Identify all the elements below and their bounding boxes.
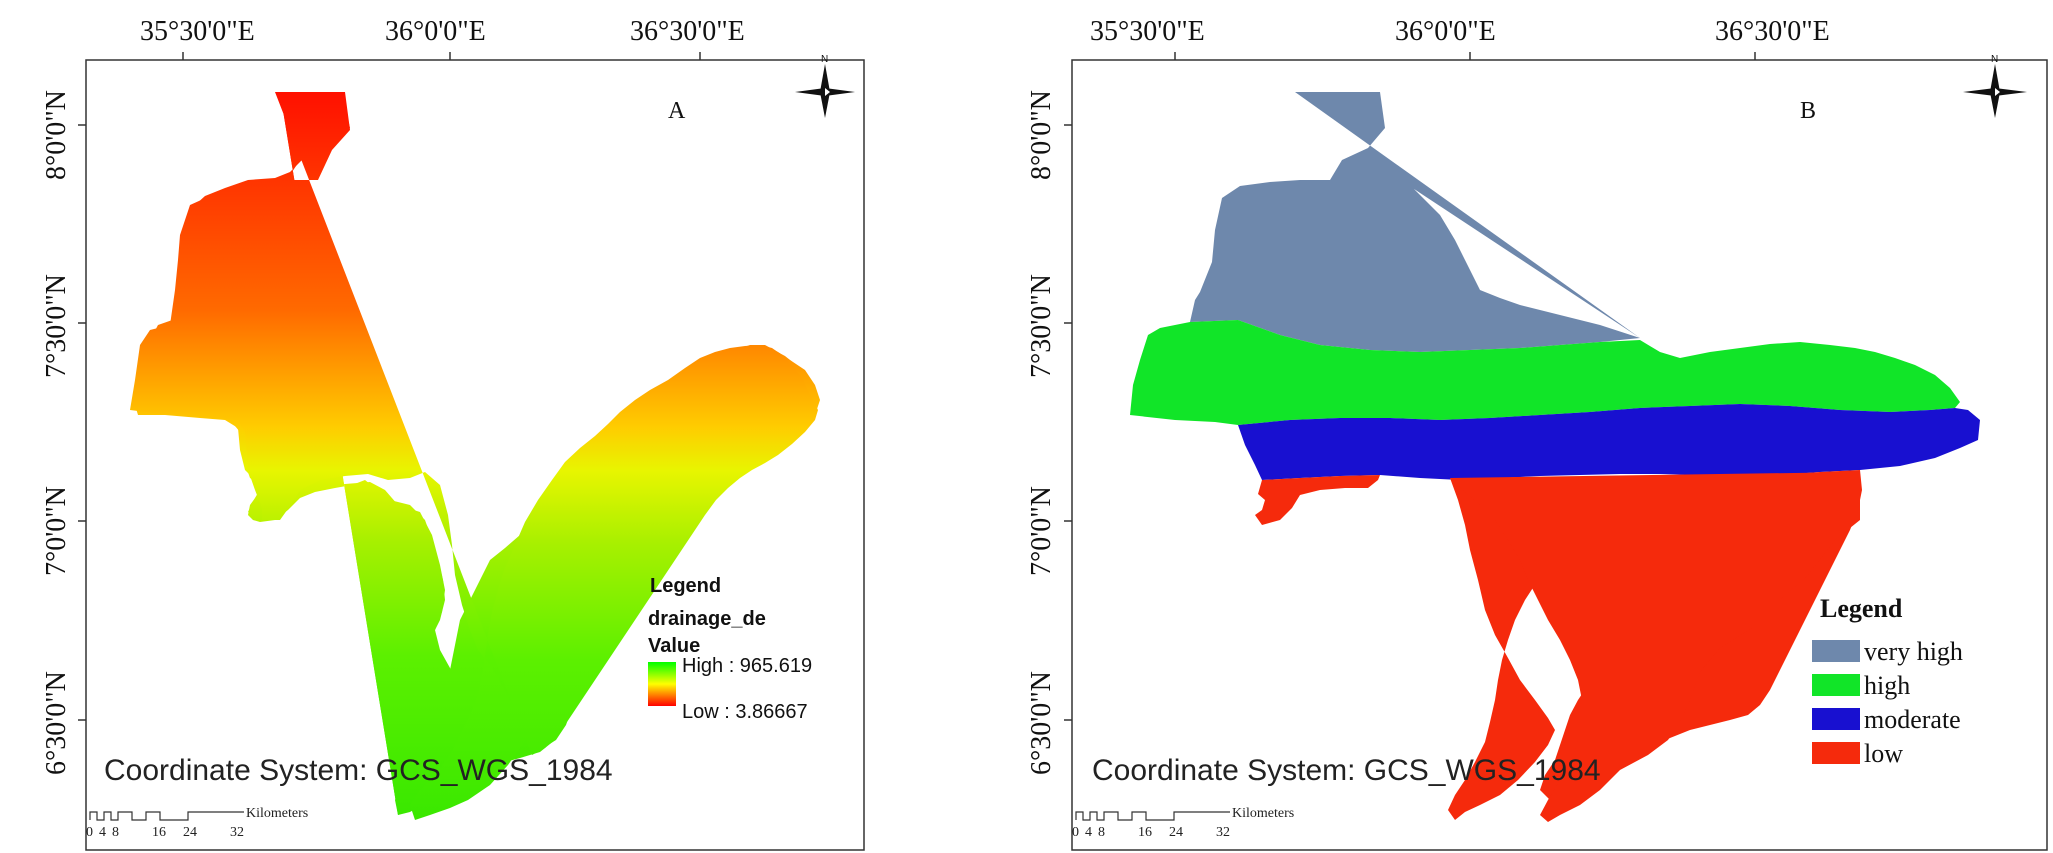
lat-label-b-1: 8°0'0"N: [1026, 90, 1057, 180]
north-arrow-icon: N: [1963, 54, 2027, 118]
scale-tick-b-5: 32: [1216, 825, 1230, 840]
coord-system-b: Coordinate System: GCS_WGS_1984: [1092, 754, 1601, 787]
scale-tick-a-5: 32: [230, 825, 244, 840]
lat-label-b-2: 7°30'0"N: [1026, 274, 1057, 378]
scale-units-a: Kilometers: [246, 806, 308, 821]
scale-tick-a-1: 4: [99, 825, 106, 840]
legend-swatch-low: [1812, 742, 1860, 764]
scale-tick-b-2: 8: [1098, 825, 1105, 840]
scale-tick-b-3: 16: [1138, 825, 1152, 840]
scale-bar-b: Kilometers 0 4 8 16 24 32: [1072, 806, 1294, 840]
north-label-a: N: [821, 54, 828, 65]
zone-low-main: [1450, 472, 1860, 822]
zone-very-high: [1190, 92, 1640, 352]
scale-tick-a-0: 0: [86, 825, 93, 840]
lat-label-b-3: 7°0'0"N: [1026, 486, 1057, 576]
legend-a-field: Value: [648, 635, 700, 657]
scale-tick-a-4: 24: [183, 825, 197, 840]
legend-label-very-high: very high: [1864, 637, 1963, 666]
scale-tick-a-2: 8: [112, 825, 119, 840]
legend-label-high: high: [1864, 671, 1910, 700]
lat-label-a-4: 6°30'0"N: [41, 671, 72, 775]
scale-tick-b-4: 24: [1169, 825, 1183, 840]
panel-a-letter: A: [668, 98, 686, 124]
legend-a-high: High : 965.619: [682, 655, 812, 677]
north-label-b: N: [1991, 54, 1998, 65]
lon-label-b-1: 35°30'0"E: [1090, 16, 1205, 47]
legend-b-title: Legend: [1820, 594, 1903, 623]
legend-label-low: low: [1864, 739, 1903, 768]
zone-moderate: [1238, 404, 1980, 480]
lon-label-a-2: 36°0'0"E: [385, 16, 486, 47]
panel-a: 35°30'0"E 36°0'0"E 36°30'0"E 8°0'0"N 7°3…: [41, 16, 865, 851]
lat-label-b-4: 6°30'0"N: [1026, 671, 1057, 775]
coord-system-a: Coordinate System: GCS_WGS_1984: [104, 754, 613, 787]
lat-label-a-1: 8°0'0"N: [41, 90, 72, 180]
panel-b-letter: B: [1800, 98, 1816, 124]
legend-a: Legend drainage_de Value High : 965.619 …: [648, 575, 812, 723]
legend-b: Legend very high high moderate low: [1812, 594, 1963, 768]
north-arrow-icon: N: [795, 54, 855, 118]
legend-a-layer: drainage_de: [648, 608, 766, 630]
zone-low-west: [1255, 475, 1380, 525]
lon-label-a-3: 36°30'0"E: [630, 16, 745, 47]
watershed-raster-a-outline: [130, 92, 818, 820]
lat-label-a-2: 7°30'0"N: [41, 274, 72, 378]
scale-tick-b-0: 0: [1072, 825, 1079, 840]
legend-swatch-very-high: [1812, 640, 1860, 662]
legend-swatch-high: [1812, 674, 1860, 696]
scale-tick-a-3: 16: [152, 825, 166, 840]
lon-label-b-3: 36°30'0"E: [1715, 16, 1830, 47]
scale-bar-a: Kilometers 0 4 8 16 24 32: [86, 806, 308, 840]
legend-a-title: Legend: [650, 575, 721, 597]
legend-swatch-moderate: [1812, 708, 1860, 730]
panel-b: 35°30'0"E 36°0'0"E 36°30'0"E 8°0'0"N 7°3…: [1026, 16, 2048, 851]
lon-label-a-1: 35°30'0"E: [140, 16, 255, 47]
legend-label-moderate: moderate: [1864, 705, 1961, 734]
legend-a-color-ramp: [648, 662, 676, 706]
legend-a-low: Low : 3.86667: [682, 701, 808, 723]
scale-tick-b-1: 4: [1085, 825, 1092, 840]
zone-high: [1130, 320, 1960, 425]
scale-units-b: Kilometers: [1232, 806, 1294, 821]
lat-label-a-3: 7°0'0"N: [41, 486, 72, 576]
lon-label-b-2: 36°0'0"E: [1395, 16, 1496, 47]
watershed-classes-b: [1130, 92, 1980, 822]
